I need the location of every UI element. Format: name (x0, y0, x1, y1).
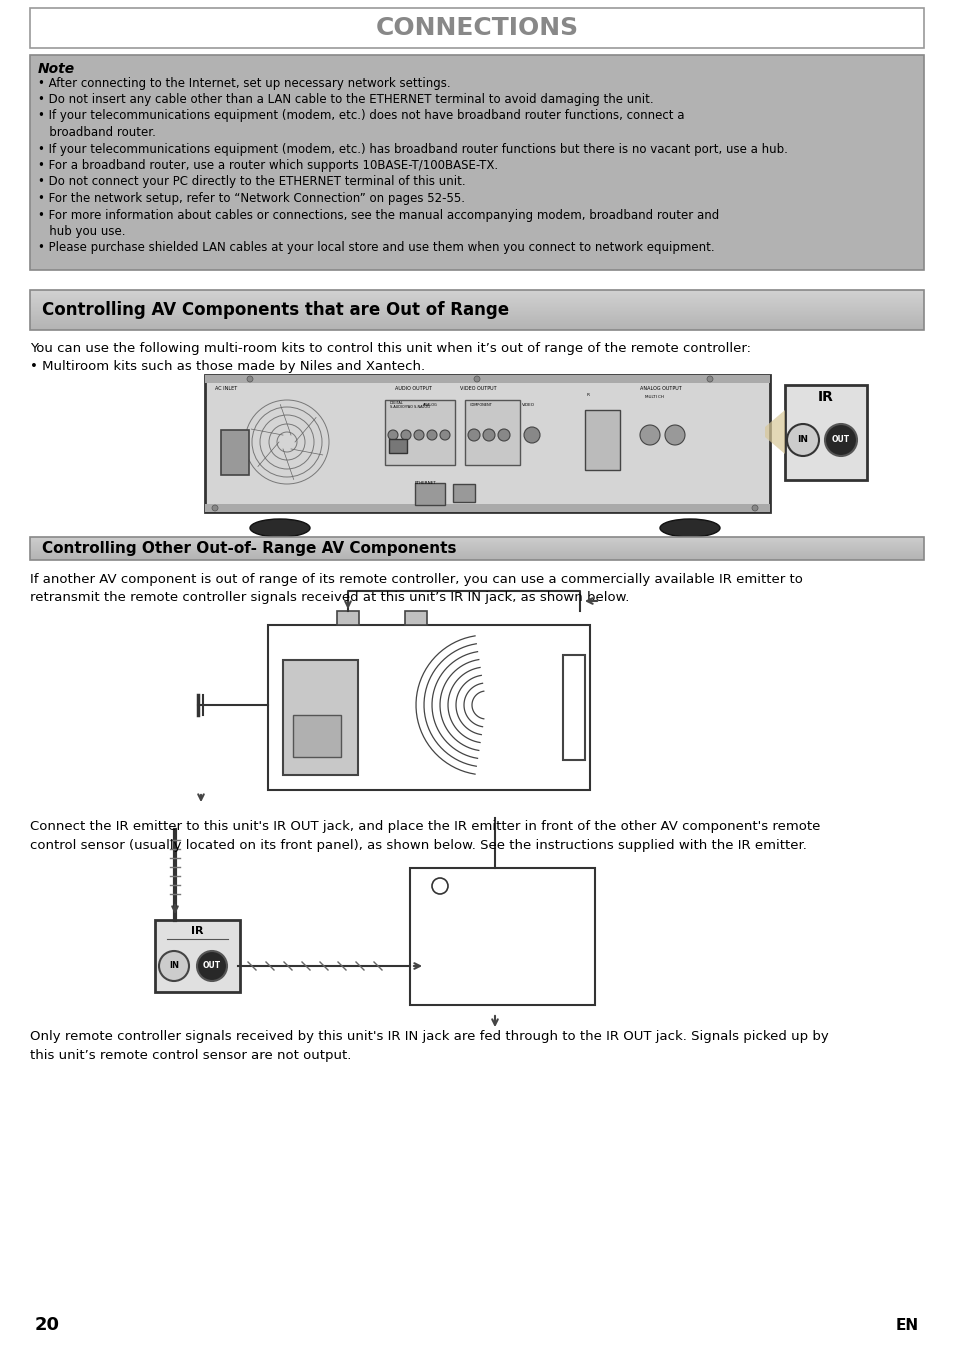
Circle shape (523, 427, 539, 443)
Text: OUT: OUT (203, 961, 221, 971)
Text: IR: IR (191, 926, 204, 936)
Circle shape (388, 430, 397, 439)
Bar (336, 611, 358, 625)
Bar (784, 386, 866, 480)
Text: • Please purchase shielded LAN cables at your local store and use them when you : • Please purchase shielded LAN cables at… (38, 241, 714, 255)
Text: ETHERNET: ETHERNET (415, 481, 436, 485)
Text: • Do not insert any cable other than a LAN cable to the ETHERNET terminal to avo: • Do not insert any cable other than a L… (38, 93, 653, 106)
Bar (30, 8, 923, 49)
Circle shape (196, 950, 227, 981)
Text: • Multiroom kits such as those made by Niles and Xantech.: • Multiroom kits such as those made by N… (30, 360, 425, 373)
Text: COMPONENT: COMPONENT (470, 403, 493, 407)
Circle shape (639, 425, 659, 445)
Circle shape (824, 425, 856, 456)
Circle shape (474, 376, 479, 381)
Text: AUDIO OUTPUT: AUDIO OUTPUT (395, 387, 432, 391)
Circle shape (664, 425, 684, 445)
Bar (389, 439, 407, 453)
Bar (584, 410, 619, 470)
Bar (205, 375, 769, 512)
Bar (154, 919, 240, 992)
Circle shape (482, 429, 495, 441)
Text: Controlling Other Out-of- Range AV Components: Controlling Other Out-of- Range AV Compo… (42, 541, 456, 555)
Circle shape (497, 429, 510, 441)
Text: hub you use.: hub you use. (38, 225, 126, 239)
Text: • Do not connect your PC directly to the ETHERNET terminal of this unit.: • Do not connect your PC directly to the… (38, 175, 465, 189)
Text: IN: IN (797, 435, 807, 445)
Bar (268, 625, 589, 790)
Bar (562, 655, 584, 760)
Circle shape (414, 430, 423, 439)
Text: AC INLET: AC INLET (214, 387, 237, 391)
Text: Note: Note (38, 62, 75, 75)
Ellipse shape (250, 519, 310, 537)
Bar (30, 55, 923, 270)
Text: • For more information about cables or connections, see the manual accompanying : • For more information about cables or c… (38, 209, 719, 221)
Text: • For the network setup, refer to “Network Connection” on pages 52-55.: • For the network setup, refer to “Netwo… (38, 191, 464, 205)
Text: DIGITAL
S-AUDIO/YAO S-NALOG: DIGITAL S-AUDIO/YAO S-NALOG (390, 400, 430, 410)
Text: ANALOG OUTPUT: ANALOG OUTPUT (639, 387, 681, 391)
Bar (293, 714, 340, 758)
Bar (415, 483, 444, 506)
Text: EN: EN (895, 1317, 918, 1333)
Text: IR: IR (586, 394, 590, 398)
Bar (30, 537, 923, 559)
Text: ANALOG: ANALOG (422, 403, 437, 407)
Text: MULTI CH: MULTI CH (644, 395, 663, 399)
Bar (283, 661, 357, 775)
Circle shape (159, 950, 189, 981)
Circle shape (468, 429, 479, 441)
Text: • If your telecommunications equipment (modem, etc.) does not have broadband rou: • If your telecommunications equipment (… (38, 109, 684, 123)
Circle shape (427, 430, 436, 439)
Text: IR: IR (818, 390, 833, 404)
Ellipse shape (659, 519, 720, 537)
Bar (205, 504, 769, 512)
Bar (405, 611, 427, 625)
Text: OUT: OUT (831, 435, 849, 445)
Text: broadband router.: broadband router. (38, 125, 155, 139)
Text: • If your telecommunications equipment (modem, etc.) has broadband router functi: • If your telecommunications equipment (… (38, 143, 787, 155)
Polygon shape (764, 410, 784, 454)
Text: 20: 20 (35, 1316, 60, 1335)
Text: You can use the following multi-room kits to control this unit when it’s out of : You can use the following multi-room kit… (30, 342, 750, 355)
Text: Connect the IR emitter to this unit's IR OUT jack, and place the IR emitter in f: Connect the IR emitter to this unit's IR… (30, 820, 820, 852)
Bar (221, 430, 249, 474)
Text: VIDEO: VIDEO (521, 403, 535, 407)
Circle shape (432, 878, 448, 894)
Circle shape (786, 425, 818, 456)
Circle shape (212, 506, 218, 511)
Bar (453, 484, 475, 501)
Text: • After connecting to the Internet, set up necessary network settings.: • After connecting to the Internet, set … (38, 77, 450, 89)
Circle shape (439, 430, 450, 439)
Bar (205, 375, 769, 383)
Text: CONNECTIONS: CONNECTIONS (375, 16, 578, 40)
Text: If another AV component is out of range of its remote controller, you can use a : If another AV component is out of range … (30, 573, 802, 604)
Text: IN: IN (169, 961, 179, 971)
Circle shape (400, 430, 411, 439)
Bar (30, 290, 923, 330)
Circle shape (247, 376, 253, 381)
Text: Controlling AV Components that are Out of Range: Controlling AV Components that are Out o… (42, 301, 509, 319)
Circle shape (751, 506, 758, 511)
Bar (464, 400, 519, 465)
Circle shape (706, 376, 712, 381)
Text: VIDEO OUTPUT: VIDEO OUTPUT (459, 387, 497, 391)
Text: Only remote controller signals received by this unit's IR IN jack are fed throug: Only remote controller signals received … (30, 1030, 828, 1061)
Bar (385, 400, 455, 465)
Text: • For a broadband router, use a router which supports 10BASE-T/100BASE-TX.: • For a broadband router, use a router w… (38, 159, 497, 173)
Bar (410, 868, 595, 1006)
